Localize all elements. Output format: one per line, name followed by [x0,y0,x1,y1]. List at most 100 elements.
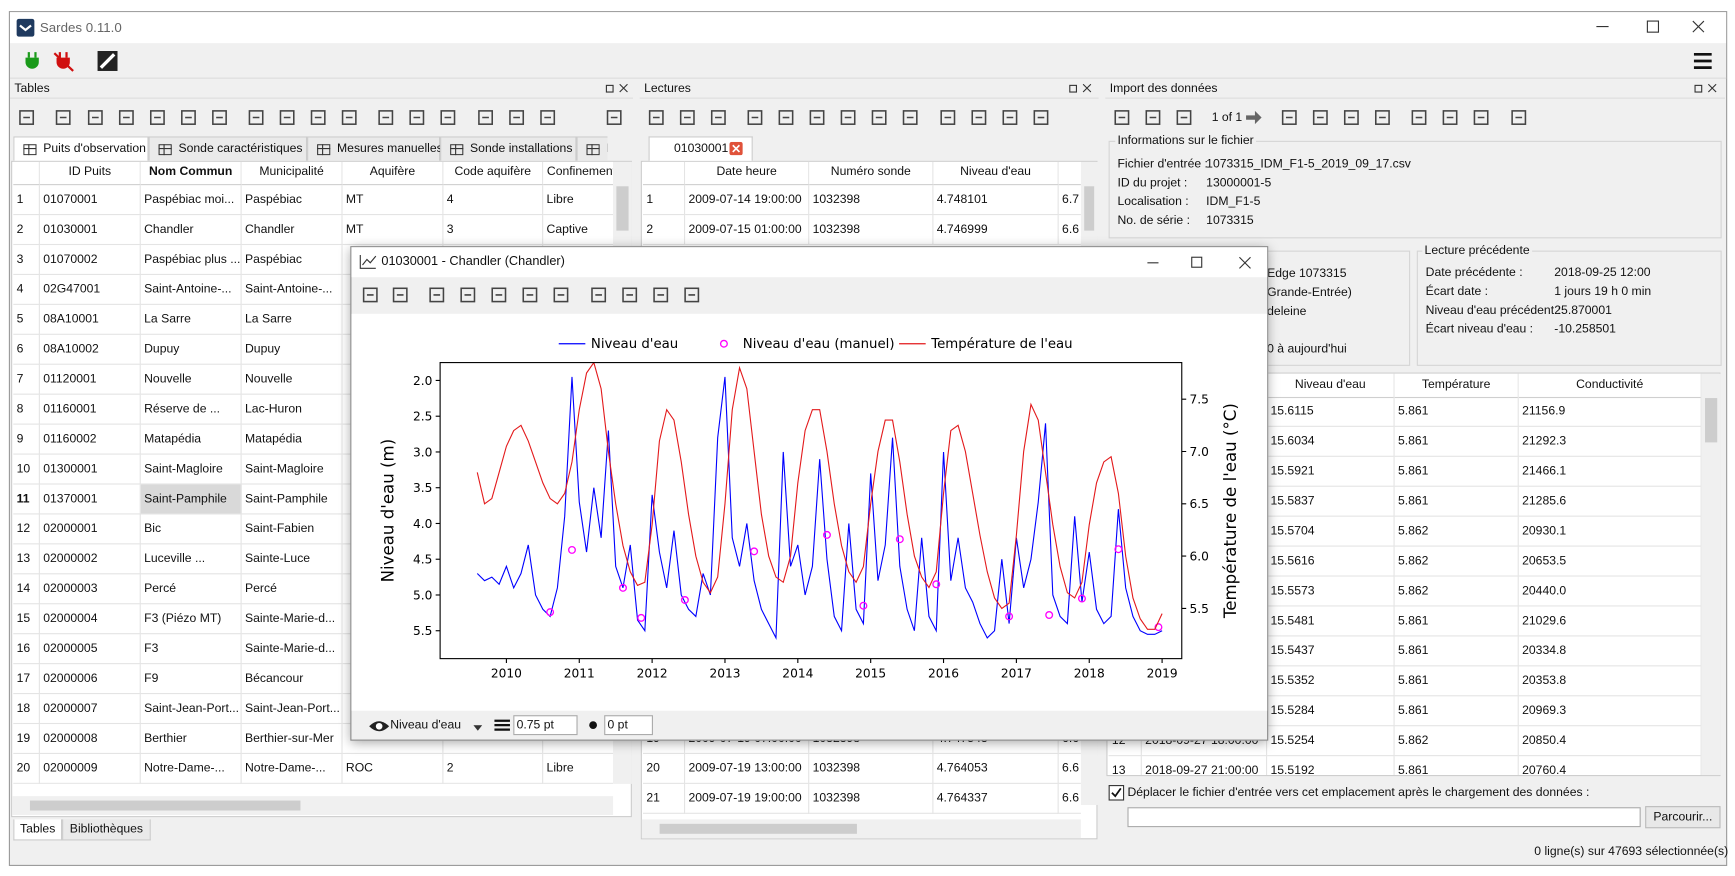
bottom-tab[interactable]: Bibliothèques [62,819,151,841]
table-cell[interactable]: 15.5837 [1267,486,1395,517]
table-cell[interactable]: 8 [13,394,40,425]
table-cell[interactable]: 21 [642,783,686,814]
next-button[interactable] [1245,110,1263,126]
toolbar-icon[interactable] [807,108,827,128]
table-cell[interactable]: 01030001 [39,215,141,246]
scroll-thumb[interactable] [29,800,301,811]
table-cell[interactable]: 20440.0 [1518,576,1702,607]
table-cell[interactable]: 5 [13,304,40,335]
table-cell[interactable]: Paspébiac [241,245,343,275]
toolbar-icon[interactable] [1341,108,1361,128]
tab[interactable]: 01030001 [648,136,753,161]
table-cell[interactable]: 15.5437 [1267,636,1395,667]
table-cell[interactable]: 5.861 [1394,666,1519,697]
tab[interactable]: Répertoire [576,136,608,161]
table-cell[interactable]: 14 [13,574,40,605]
toolbar-icon[interactable] [438,108,458,128]
table-cell[interactable]: 02000001 [39,514,141,545]
table-cell[interactable]: F3 [140,634,242,665]
table-cell[interactable]: 15 [13,604,40,635]
toolbar-icon[interactable] [682,285,702,305]
table-cell[interactable]: Percé [140,574,242,605]
table-cell[interactable]: 02000006 [39,664,141,695]
header-cell[interactable]: ID Puits [39,161,141,186]
table-cell[interactable]: Bécancour [241,664,343,695]
table-cell[interactable]: 01070001 [39,185,141,216]
table-cell[interactable]: 17 [13,664,40,695]
table-cell[interactable]: Saint-Pamphile [241,484,343,515]
toolbar-icon[interactable] [1409,108,1429,128]
table-cell[interactable] [543,724,614,754]
table-cell[interactable]: 2 [443,753,544,784]
table-cell[interactable]: 02000007 [39,694,141,725]
table-cell[interactable]: 2018-09-27 21:00:00 [1142,756,1268,776]
toolbar-icon[interactable] [147,108,167,128]
table-cell[interactable]: 15.5704 [1267,516,1395,547]
table-cell[interactable]: 20930.1 [1518,516,1702,547]
toolbar-icon[interactable] [427,285,447,305]
toolbar-icon[interactable] [869,108,889,128]
toolbar-icon[interactable] [651,285,671,305]
toolbar-icon[interactable] [1174,108,1194,128]
table-cell[interactable]: 5.862 [1394,576,1519,607]
toolbar-icon[interactable] [1440,108,1460,128]
toolbar-icon[interactable] [538,108,558,128]
toolbar-icon[interactable] [604,108,624,128]
toolbar-icon[interactable] [458,285,478,305]
table-cell[interactable]: 18 [13,694,40,725]
toolbar-icon[interactable] [1112,108,1132,128]
plot-window-controls[interactable] [1141,253,1263,273]
table-cell[interactable]: 20353.8 [1518,666,1702,697]
table-cell[interactable]: 01120001 [39,364,141,395]
table-cell[interactable]: Dupuy [140,334,242,365]
toolbar-icon[interactable] [178,108,198,128]
table-cell[interactable]: 2009-07-14 19:00:00 [685,185,810,216]
toolbar-icon[interactable] [85,108,105,128]
toolbar-icon[interactable] [646,108,666,128]
table-cell[interactable]: Saint-Jean-Port... [140,694,242,725]
tab[interactable]: Mesures manuelles [307,136,443,161]
table-cell[interactable]: 6.6 [1058,784,1081,814]
toolbar-icon[interactable] [551,285,571,305]
table-cell[interactable]: 15.5481 [1267,606,1395,637]
table-cell[interactable]: 15.6115 [1267,396,1395,427]
marker-size-spinbox[interactable]: 0 pt [604,715,653,736]
table-cell[interactable]: Captive [543,215,614,246]
scroll-thumb[interactable] [659,823,858,834]
toolbar-icon[interactable] [938,108,958,128]
header-cell[interactable]: Code aquifère [443,161,544,186]
panel-buttons[interactable] [605,83,629,94]
toolbar-icon[interactable] [745,108,765,128]
header-cell[interactable]: Niveau d'eau [1267,373,1395,399]
table-cell[interactable]: Luceville ... [140,544,242,575]
tab-close[interactable] [729,141,743,156]
table-cell[interactable]: 20 [13,753,40,784]
table-cell[interactable]: 4.764337 [933,783,1059,814]
table-cell[interactable]: Saint-Jean-Port... [241,694,343,725]
table-cell[interactable]: 11 [13,484,40,515]
table-cell[interactable]: 02G47001 [39,274,141,305]
table-cell[interactable]: 15.6034 [1267,426,1395,457]
bottom-tab[interactable]: Tables [13,819,63,841]
toolbar-icon[interactable] [390,285,410,305]
path-input[interactable] [1127,807,1641,828]
table-cell[interactable]: Sainte-Luce [241,544,343,575]
table-cell[interactable]: 01160001 [39,394,141,425]
header-cell[interactable]: Confinement [543,161,614,186]
tab[interactable]: Sonde installations [440,136,577,161]
table-cell[interactable]: 16 [13,634,40,665]
table-cell[interactable]: 20760.4 [1519,756,1702,776]
table-cell[interactable]: 02000008 [39,724,141,754]
table-cell[interactable]: Paspébiac [241,185,343,216]
table-cell[interactable]: 5.861 [1394,486,1519,517]
table-cell[interactable]: Nouvelle [241,364,343,395]
toolbar-icon[interactable] [1000,108,1020,128]
table-cell[interactable]: 2009-07-15 01:00:00 [685,215,810,246]
table-cell[interactable]: 5.862 [1394,516,1519,547]
table-cell[interactable]: Dupuy [241,334,343,365]
table-cell[interactable]: 15.5192 [1267,756,1395,776]
header-cell[interactable]: Numéro sonde [809,161,934,186]
toolbar-icon[interactable] [376,108,396,128]
table-cell[interactable]: 21285.6 [1518,486,1702,517]
table-cell[interactable]: Saint-Magloire [241,454,343,485]
